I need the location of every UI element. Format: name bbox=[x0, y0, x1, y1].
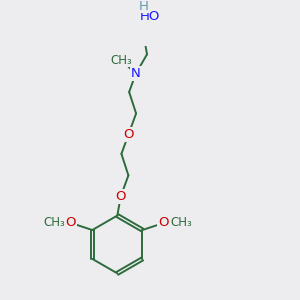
Text: CH₃: CH₃ bbox=[110, 54, 132, 67]
Text: CH₃: CH₃ bbox=[170, 216, 192, 229]
Text: O: O bbox=[158, 216, 169, 229]
Text: H: H bbox=[139, 0, 149, 13]
Text: O: O bbox=[123, 128, 134, 141]
Text: N: N bbox=[131, 68, 141, 80]
Text: CH₃: CH₃ bbox=[43, 216, 65, 229]
Text: O: O bbox=[116, 190, 126, 203]
Text: O: O bbox=[66, 216, 76, 229]
Text: HO: HO bbox=[140, 10, 160, 22]
